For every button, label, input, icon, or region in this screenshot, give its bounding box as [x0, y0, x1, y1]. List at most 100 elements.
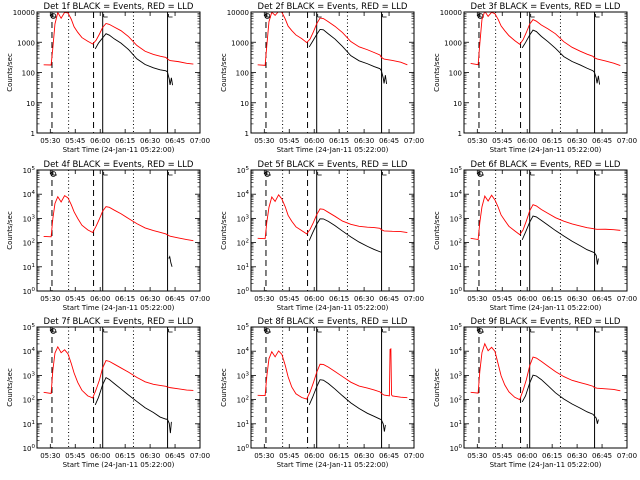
y-tick-label: 100: [236, 70, 249, 78]
series-line-events: [521, 374, 599, 424]
x-tick-label: 06:30: [140, 295, 160, 303]
interval-marker: [103, 14, 108, 18]
x-tick-label: 05:30: [467, 295, 487, 303]
series-line-lld: [470, 12, 621, 66]
plot-frame: [250, 169, 415, 292]
plot-frame: [36, 326, 201, 449]
panel-det-2: Det 2f BLACK = Events, RED = LLD 05:30 05:…: [220, 2, 424, 154]
interval-marker: [382, 172, 387, 176]
y-tick-label: 100: [23, 444, 36, 453]
y-axis-label: Counts/sec: [220, 53, 228, 92]
y-tick-exponent: 2: [459, 239, 463, 245]
series-line-lld: [43, 345, 194, 399]
y-tick-label: 100: [23, 287, 36, 296]
x-tick-label: 05:30: [254, 452, 274, 460]
y-tick-exponent: 4: [32, 190, 36, 196]
y-axis-label: Counts/sec: [6, 368, 14, 407]
panel-title: Det 1f BLACK = Events, RED = LLD: [44, 2, 194, 12]
y-tick-label: 103: [23, 214, 36, 223]
y-tick-label: 100: [449, 70, 462, 78]
y-tick-label: 1000: [17, 39, 35, 47]
y-tick-label: 1000: [231, 39, 249, 47]
y-tick-label: 102: [237, 396, 249, 405]
y-axis-label: Counts/sec: [433, 53, 441, 92]
interval-marker: [479, 329, 484, 333]
y-tick-label: 100: [237, 287, 250, 296]
y-tick-label: 104: [237, 347, 250, 356]
series-line-lld: [43, 12, 194, 66]
y-tick-exponent: 5: [32, 166, 36, 172]
x-tick-label: 05:30: [40, 452, 60, 460]
series-line-events: [94, 376, 172, 434]
y-axis-label: Counts/sec: [220, 211, 228, 250]
x-tick-label: 05:45: [492, 137, 512, 145]
x-tick-label: 07:00: [617, 295, 637, 303]
y-axis-label: Counts/sec: [6, 211, 14, 250]
y-tick-label: 10000: [440, 9, 462, 17]
x-tick-label: 05:45: [492, 295, 512, 303]
x-axis-label: Start Time (24-Jan-11 05:22:00): [63, 146, 175, 154]
start-marker: [264, 13, 271, 19]
panel-title: Det 8f BLACK = Events, RED = LLD: [258, 317, 408, 327]
x-tick-label: 05:45: [65, 137, 85, 145]
y-tick-label: 102: [450, 239, 462, 248]
y-tick-label: 104: [450, 347, 463, 356]
interval-marker: [168, 329, 173, 333]
y-tick-label: 10: [453, 100, 462, 108]
x-tick-label: 06:15: [542, 452, 562, 460]
x-tick-label: 07:00: [617, 137, 637, 145]
plot-frame: [463, 169, 628, 292]
y-tick-exponent: 5: [246, 166, 250, 172]
y-tick-exponent: 1: [459, 420, 463, 426]
x-axis-label: Start Time (24-Jan-11 05:22:00): [277, 146, 389, 154]
y-tick-label: 100: [22, 70, 35, 78]
y-tick-exponent: 5: [459, 323, 463, 329]
x-tick-label: 06:45: [592, 452, 612, 460]
x-tick-label: 06:45: [379, 452, 399, 460]
x-tick-label: 05:30: [254, 137, 274, 145]
y-axis-label: Counts/sec: [220, 368, 228, 407]
x-tick-label: 05:45: [279, 295, 299, 303]
interval-marker: [595, 329, 600, 333]
series-line-events: [521, 29, 601, 85]
x-tick-label: 06:15: [329, 452, 349, 460]
start-marker: [477, 171, 484, 177]
panel-title: Det 3f BLACK = Events, RED = LLD: [471, 2, 621, 12]
y-tick-label: 103: [450, 371, 463, 380]
x-tick-label: 06:45: [379, 137, 399, 145]
series-line-events: [308, 28, 388, 84]
x-tick-label: 07:00: [190, 452, 210, 460]
x-axis-label: Start Time (24-Jan-11 05:22:00): [63, 461, 175, 469]
x-tick-label: 06:15: [329, 295, 349, 303]
y-tick-exponent: 4: [459, 190, 463, 196]
x-tick-label: 06:00: [304, 295, 324, 303]
y-tick-label: 1: [458, 130, 462, 138]
x-axis-label: Start Time (24-Jan-11 05:22:00): [490, 461, 602, 469]
x-tick-label: 06:00: [90, 452, 110, 460]
y-tick-label: 104: [450, 190, 463, 199]
y-tick-label: 102: [450, 396, 462, 405]
start-marker: [50, 328, 57, 334]
x-tick-label: 05:45: [492, 452, 512, 460]
x-tick-label: 06:00: [304, 137, 324, 145]
y-tick-label: 104: [23, 347, 36, 356]
y-tick-label: 101: [237, 263, 249, 272]
x-tick-label: 06:45: [165, 137, 185, 145]
y-tick-exponent: 3: [459, 214, 463, 220]
interval-marker: [168, 14, 173, 18]
series-line-lld: [43, 195, 194, 242]
y-tick-label: 1: [245, 130, 249, 138]
y-tick-exponent: 0: [32, 444, 36, 450]
x-tick-label: 06:15: [115, 137, 135, 145]
start-marker: [50, 171, 57, 177]
y-tick-exponent: 1: [32, 263, 36, 269]
interval-marker: [103, 172, 108, 176]
x-axis-label: Start Time (24-Jan-11 05:22:00): [277, 461, 389, 469]
panel-title: Det 5f BLACK = Events, RED = LLD: [258, 160, 408, 170]
x-tick-label: 06:00: [90, 137, 110, 145]
interval-marker: [530, 329, 535, 333]
x-axis-label: Start Time (24-Jan-11 05:22:00): [277, 304, 389, 312]
x-tick-label: 07:00: [404, 295, 424, 303]
y-tick-exponent: 4: [459, 347, 463, 353]
